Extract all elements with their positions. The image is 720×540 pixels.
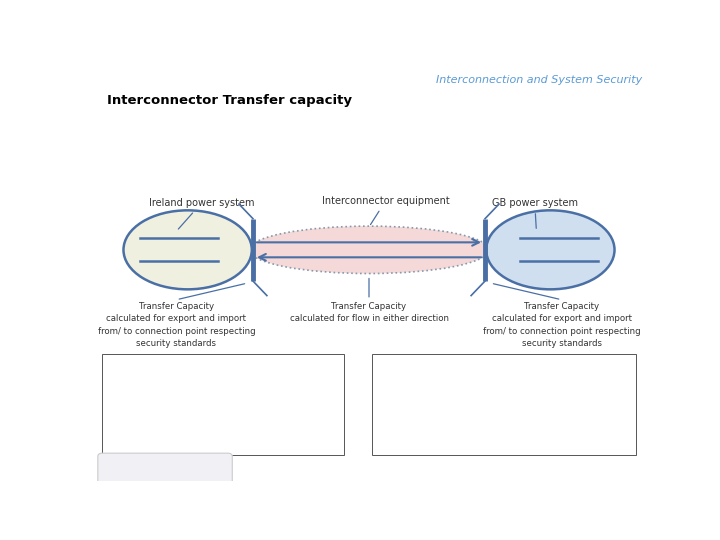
Text: Transfer Capacity
calculated for export and import
from/ to connection point res: Transfer Capacity calculated for export … <box>98 302 256 348</box>
Ellipse shape <box>249 226 489 274</box>
Text: semo: semo <box>147 462 184 475</box>
Text: (2)   interconnector equipment: (2) interconnector equipment <box>111 409 262 419</box>
Text: TTC  in direction: TTC in direction <box>111 362 196 373</box>
FancyBboxPatch shape <box>102 354 344 455</box>
Text: Interconnector Transfer capacity: Interconnector Transfer capacity <box>107 94 352 107</box>
Text: (1)  Ireland system export capacity: (1) Ireland system export capacity <box>111 393 283 402</box>
FancyBboxPatch shape <box>372 354 636 455</box>
Text: SoNi: SoNi <box>192 462 223 475</box>
Text: EirGrid: EirGrid <box>102 464 137 473</box>
Text: GB power system: GB power system <box>492 198 577 228</box>
Text: Interconnector equipment: Interconnector equipment <box>322 196 449 225</box>
Text: for the interconnector is the minimum of: for the interconnector is the minimum of <box>111 376 314 386</box>
Ellipse shape <box>124 210 252 289</box>
FancyBboxPatch shape <box>98 453 233 484</box>
Text: for the interconnector is the minimum of: for the interconnector is the minimum of <box>380 376 582 386</box>
Text: TTC  in direction: TTC in direction <box>380 362 464 373</box>
Text: (1)  Ireland system import capacity: (1) Ireland system import capacity <box>380 393 552 402</box>
Text: (2)   interconnector equipment: (2) interconnector equipment <box>380 409 531 419</box>
Text: (3)  GB system import capacity: (3) GB system import capacity <box>111 426 264 436</box>
Text: Transfer Capacity
calculated for export and import
from/ to connection point res: Transfer Capacity calculated for export … <box>482 302 640 348</box>
Text: Interconnection and System Security: Interconnection and System Security <box>436 75 642 85</box>
Ellipse shape <box>486 210 614 289</box>
Text: Transfer Capacity
calculated for flow in either direction: Transfer Capacity calculated for flow in… <box>289 302 449 323</box>
Text: (3)  GB system export capacity: (3) GB system export capacity <box>380 426 532 436</box>
Text: Ireland power system: Ireland power system <box>148 198 254 229</box>
